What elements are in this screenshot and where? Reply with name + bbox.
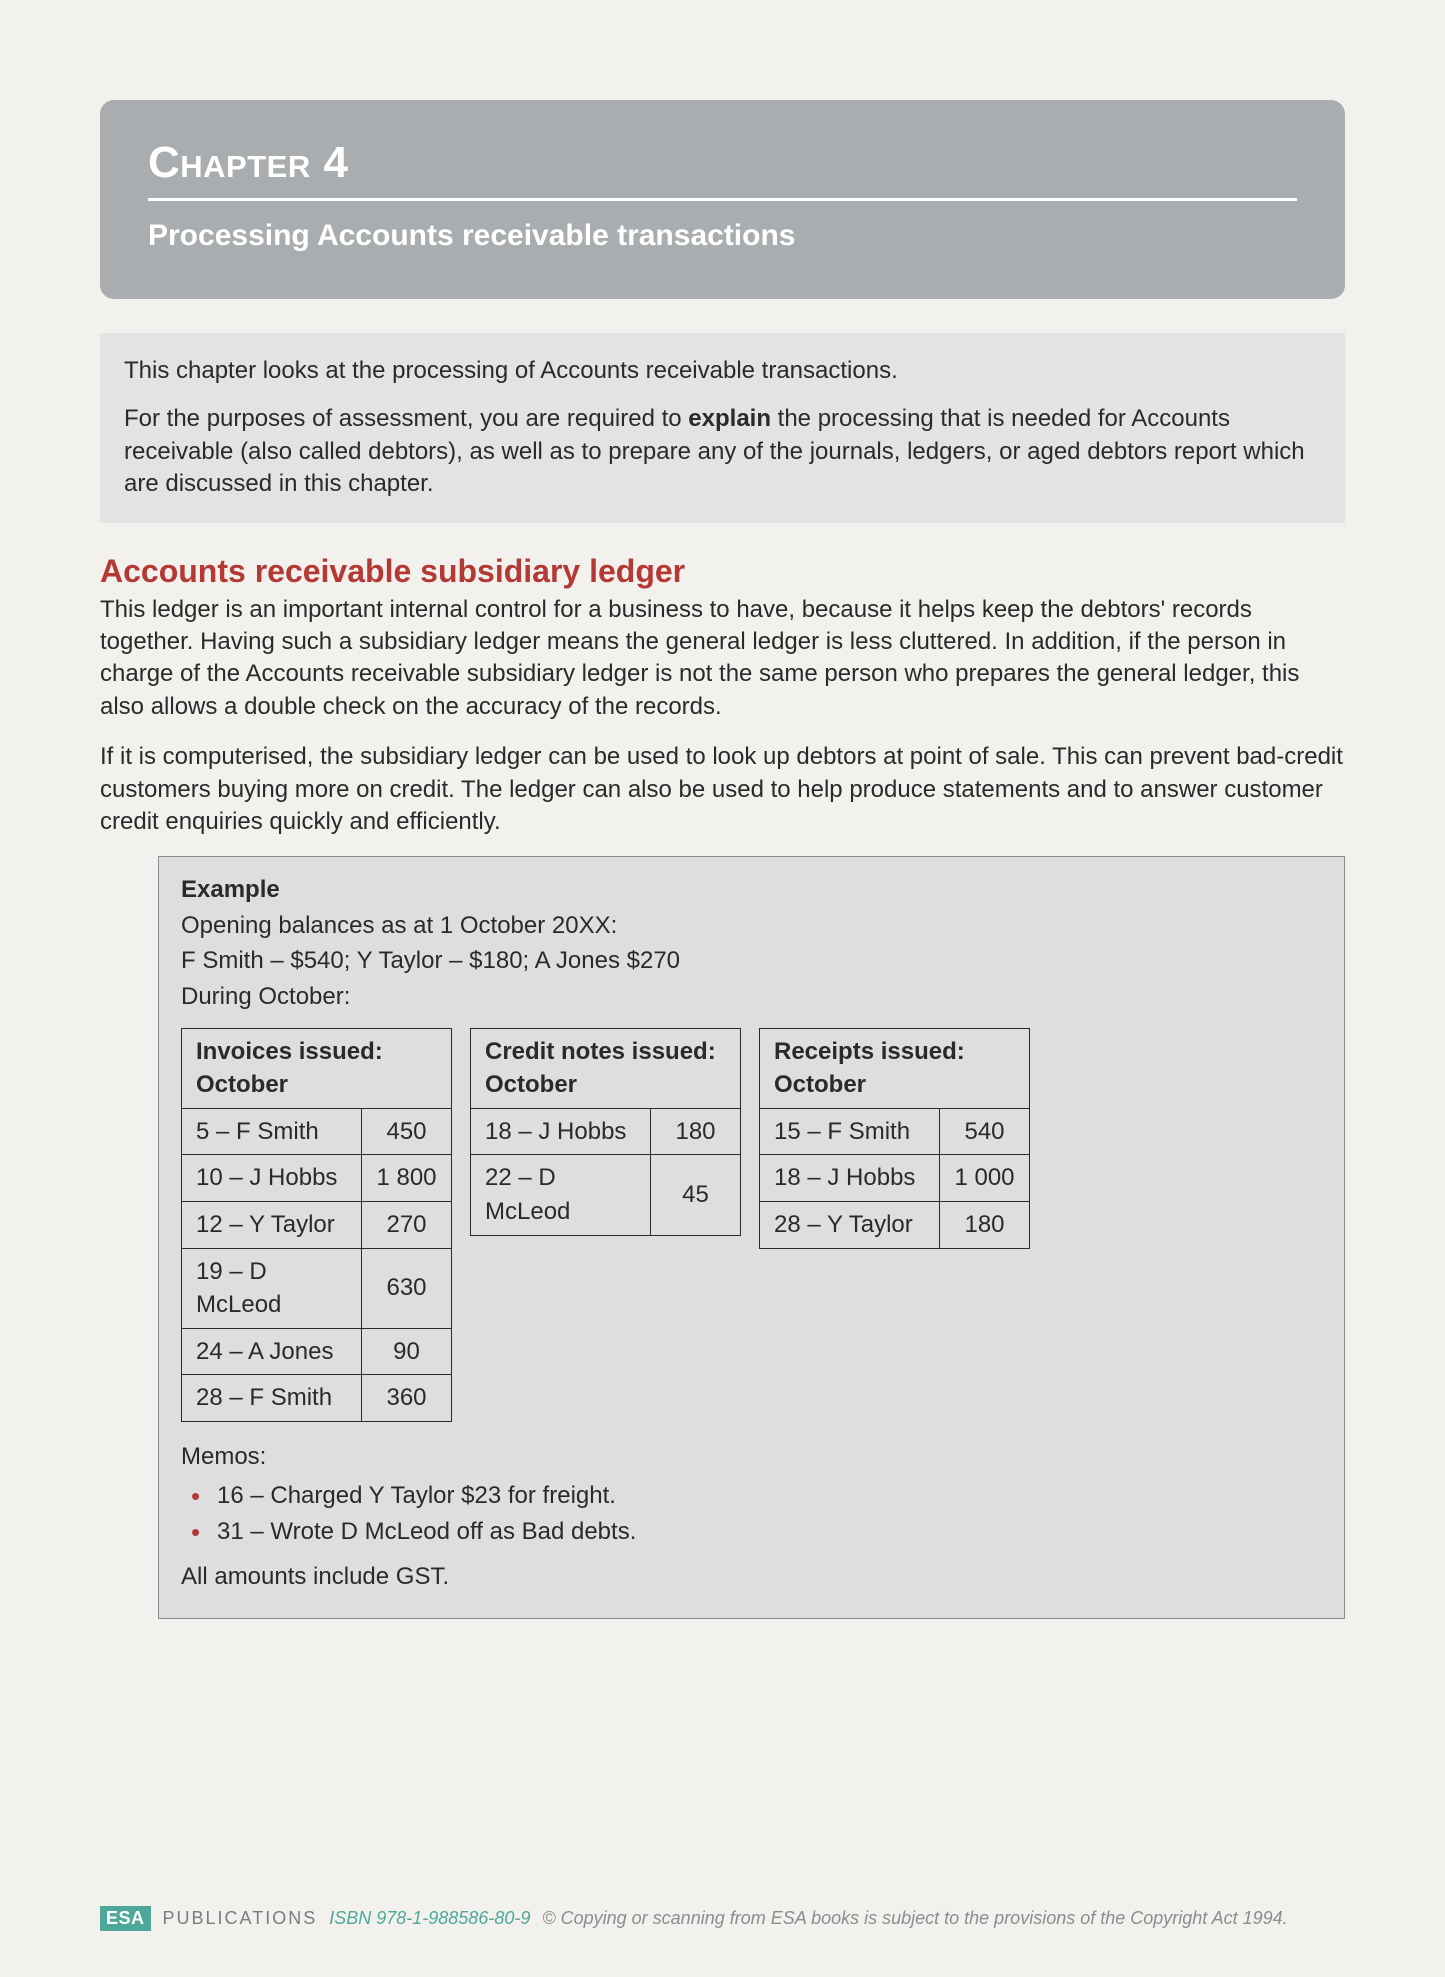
row-name: 18 – J Hobbs <box>471 1108 651 1155</box>
tables-row: Invoices issued: October 5 – F Smith4501… <box>181 1028 1322 1422</box>
section-paragraph-2: If it is computerised, the subsidiary le… <box>100 741 1345 838</box>
section-heading: Accounts receivable subsidiary ledger <box>100 553 1345 590</box>
table-row: 18 – J Hobbs1 000 <box>760 1155 1030 1202</box>
row-value: 540 <box>940 1108 1030 1155</box>
row-name: 12 – Y Taylor <box>182 1202 362 1249</box>
chapter-rule <box>148 198 1297 201</box>
table-row: 22 – D McLeod45 <box>471 1155 741 1235</box>
row-value: 1 800 <box>362 1155 452 1202</box>
memo-item: 16 – Charged Y Taylor $23 for freight. <box>191 1478 1322 1514</box>
row-value: 90 <box>362 1328 452 1375</box>
table-row: 10 – J Hobbs1 800 <box>182 1155 452 1202</box>
row-name: 24 – A Jones <box>182 1328 362 1375</box>
intro-p2-a: For the purposes of assessment, you are … <box>124 405 688 432</box>
isbn: ISBN 978-1-988586-80-9 <box>329 1908 530 1929</box>
row-value: 180 <box>651 1108 741 1155</box>
footer: ESA PUBLICATIONS ISBN 978-1-988586-80-9 … <box>100 1906 1288 1931</box>
memo-item: 31 – Wrote D McLeod off as Bad debts. <box>191 1514 1322 1550</box>
chapter-header: Chapter 4 Processing Accounts receivable… <box>100 100 1345 299</box>
chapter-number: Chapter 4 <box>148 138 1297 188</box>
row-name: 28 – F Smith <box>182 1375 362 1422</box>
receipts-header: Receipts issued: October <box>760 1028 1030 1108</box>
receipts-table: Receipts issued: October 15 – F Smith540… <box>759 1028 1030 1249</box>
receipts-body: 15 – F Smith54018 – J Hobbs1 00028 – Y T… <box>760 1108 1030 1248</box>
invoices-table: Invoices issued: October 5 – F Smith4501… <box>181 1028 452 1422</box>
row-value: 360 <box>362 1375 452 1422</box>
intro-p2-bold: explain <box>688 405 771 432</box>
gst-note: All amounts include GST. <box>181 1560 1322 1594</box>
example-box: Example Opening balances as at 1 October… <box>158 856 1345 1619</box>
row-value: 45 <box>651 1155 741 1235</box>
intro-box: This chapter looks at the processing of … <box>100 333 1345 523</box>
table-row: 24 – A Jones90 <box>182 1328 452 1375</box>
table-row: 12 – Y Taylor270 <box>182 1202 452 1249</box>
table-row: 28 – Y Taylor180 <box>760 1202 1030 1249</box>
row-value: 1 000 <box>940 1155 1030 1202</box>
copyright: © Copying or scanning from ESA books is … <box>542 1908 1287 1929</box>
row-value: 630 <box>362 1248 452 1328</box>
opening-values: F Smith – $540; Y Taylor – $180; A Jones… <box>181 944 1322 978</box>
during-label: During October: <box>181 980 1322 1014</box>
example-title: Example <box>181 873 1322 907</box>
credit-notes-table: Credit notes issued: October 18 – J Hobb… <box>470 1028 741 1236</box>
memos-list: 16 – Charged Y Taylor $23 for freight.31… <box>181 1478 1322 1551</box>
row-name: 18 – J Hobbs <box>760 1155 940 1202</box>
row-value: 180 <box>940 1202 1030 1249</box>
table-row: 18 – J Hobbs180 <box>471 1108 741 1155</box>
chapter-subtitle: Processing Accounts receivable transacti… <box>148 219 1297 253</box>
row-name: 22 – D McLeod <box>471 1155 651 1235</box>
memos-label: Memos: <box>181 1440 1322 1474</box>
row-value: 270 <box>362 1202 452 1249</box>
table-row: 19 – D McLeod630 <box>182 1248 452 1328</box>
intro-paragraph-2: For the purposes of assessment, you are … <box>124 403 1321 500</box>
intro-paragraph-1: This chapter looks at the processing of … <box>124 355 1321 387</box>
row-name: 19 – D McLeod <box>182 1248 362 1328</box>
row-value: 450 <box>362 1108 452 1155</box>
row-name: 5 – F Smith <box>182 1108 362 1155</box>
opening-label: Opening balances as at 1 October 20XX: <box>181 909 1322 943</box>
row-name: 10 – J Hobbs <box>182 1155 362 1202</box>
esa-badge: ESA <box>100 1906 151 1931</box>
table-row: 5 – F Smith450 <box>182 1108 452 1155</box>
section-paragraph-1: This ledger is an important internal con… <box>100 594 1345 724</box>
credit-notes-header: Credit notes issued: October <box>471 1028 741 1108</box>
credit-notes-body: 18 – J Hobbs18022 – D McLeod45 <box>471 1108 741 1235</box>
row-name: 15 – F Smith <box>760 1108 940 1155</box>
invoices-header: Invoices issued: October <box>182 1028 452 1108</box>
table-row: 28 – F Smith360 <box>182 1375 452 1422</box>
row-name: 28 – Y Taylor <box>760 1202 940 1249</box>
invoices-body: 5 – F Smith45010 – J Hobbs1 80012 – Y Ta… <box>182 1108 452 1421</box>
table-row: 15 – F Smith540 <box>760 1108 1030 1155</box>
publications-label: PUBLICATIONS <box>163 1908 318 1929</box>
